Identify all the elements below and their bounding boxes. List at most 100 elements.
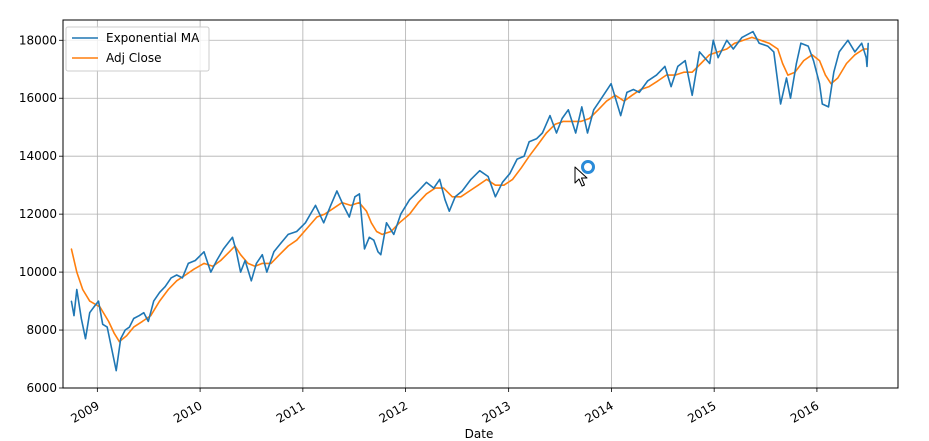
- data-point-exponential-ma-35: [250, 280, 252, 282]
- data-point-exponential-ma-120: [821, 103, 823, 105]
- data-point-exponential-ma-90: [620, 115, 622, 117]
- data-point-adj-close-5: [108, 320, 110, 322]
- data-point-exponential-ma-0: [70, 300, 72, 302]
- data-point-adj-close-27: [278, 254, 281, 256]
- data-point-adj-close-65: [597, 109, 599, 111]
- data-point-exponential-ma-98: [677, 65, 679, 67]
- data-point-adj-close-58: [537, 144, 539, 146]
- data-point-adj-close-93: [824, 74, 827, 76]
- data-point-exponential-ma-50: [354, 196, 356, 198]
- data-point-adj-close-37: [365, 210, 368, 212]
- x-axis-title: Date: [465, 427, 494, 441]
- data-point-adj-close-1: [76, 271, 78, 273]
- data-point-adj-close-23: [247, 262, 249, 264]
- data-point-exponential-ma-64: [439, 178, 441, 180]
- data-point-adj-close-95: [837, 77, 839, 79]
- data-point-exponential-ma-49: [348, 216, 350, 218]
- grid: [63, 20, 898, 388]
- data-point-adj-close-35: [350, 204, 352, 206]
- data-point-exponential-ma-26: [194, 259, 196, 262]
- data-point-exponential-ma-15: [133, 317, 135, 320]
- data-point-exponential-ma-47: [336, 190, 338, 192]
- data-point-exponential-ma-8: [102, 323, 104, 325]
- data-point-exponential-ma-96: [664, 65, 666, 67]
- data-point-exponential-ma-70: [479, 170, 481, 172]
- data-point-exponential-ma-14: [128, 326, 130, 328]
- data-point-exponential-ma-21: [164, 286, 166, 288]
- data-point-exponential-ma-110: [767, 45, 769, 47]
- data-point-exponential-ma-72: [494, 196, 496, 198]
- data-point-adj-close-51: [477, 184, 479, 186]
- data-point-exponential-ma-9: [106, 326, 108, 328]
- data-point-exponential-ma-94: [647, 80, 649, 82]
- data-point-adj-close-92: [818, 60, 821, 62]
- series-line-adj-close: [70, 36, 869, 343]
- data-point-adj-close-96: [845, 62, 848, 65]
- data-point-exponential-ma-86: [586, 132, 589, 134]
- data-point-exponential-ma-128: [866, 65, 868, 67]
- data-point-exponential-ma-61: [417, 190, 419, 192]
- data-point-exponential-ma-62: [425, 181, 427, 183]
- data-point-exponential-ma-99: [684, 60, 686, 62]
- data-point-exponential-ma-20: [159, 291, 161, 293]
- data-point-adj-close-81: [734, 42, 736, 44]
- data-point-adj-close-44: [417, 202, 419, 204]
- data-point-exponential-ma-63: [433, 187, 435, 189]
- data-point-exponential-ma-43: [304, 222, 306, 224]
- y-tick-label-16000: 16000: [19, 91, 57, 105]
- data-point-exponential-ma-41: [287, 233, 289, 235]
- data-point-exponential-ma-59: [400, 213, 402, 215]
- data-point-exponential-ma-102: [709, 62, 711, 65]
- y-tick-label-12000: 12000: [19, 207, 57, 221]
- data-point-adj-close-20: [228, 251, 230, 253]
- data-point-adj-close-79: [717, 51, 719, 53]
- data-point-adj-close-71: [648, 86, 650, 88]
- data-point-exponential-ma-122: [833, 71, 835, 73]
- data-point-exponential-ma-87: [593, 109, 595, 111]
- data-point-adj-close-28: [287, 245, 289, 247]
- data-point-adj-close-2: [82, 288, 84, 291]
- data-point-adj-close-39: [376, 230, 378, 233]
- data-point-adj-close-30: [306, 228, 308, 230]
- data-point-exponential-ma-126: [861, 42, 863, 44]
- data-point-exponential-ma-105: [726, 39, 728, 41]
- data-point-adj-close-69: [631, 94, 633, 96]
- data-point-adj-close-59: [545, 132, 548, 134]
- data-point-adj-close-87: [782, 62, 784, 65]
- loading-ring-icon: [581, 160, 595, 174]
- series-line-exponential-ma: [70, 30, 869, 372]
- data-point-adj-close-61: [562, 120, 565, 122]
- data-point-exponential-ma-5: [89, 312, 91, 314]
- data-point-adj-close-22: [240, 254, 242, 256]
- legend: Exponential MA Adj Close: [65, 26, 210, 72]
- data-point-adj-close-33: [332, 207, 335, 209]
- data-point-adj-close-9: [133, 326, 135, 328]
- data-point-adj-close-45: [425, 193, 427, 195]
- data-point-adj-close-40: [381, 233, 383, 235]
- data-point-exponential-ma-97: [670, 86, 672, 88]
- series-adj-close: [70, 36, 869, 343]
- data-point-exponential-ma-11: [115, 370, 117, 372]
- data-point-exponential-ma-13: [124, 329, 126, 331]
- data-point-exponential-ma-2: [76, 288, 78, 291]
- data-point-exponential-ma-31: [231, 236, 234, 238]
- data-point-adj-close-73: [665, 74, 667, 76]
- data-point-exponential-ma-104: [717, 57, 719, 59]
- data-point-adj-close-85: [768, 42, 770, 44]
- data-point-adj-close-72: [657, 80, 659, 82]
- data-point-adj-close-90: [803, 60, 805, 62]
- data-point-exponential-ma-3: [80, 317, 82, 320]
- legend-box: [65, 26, 210, 72]
- data-point-adj-close-38: [370, 222, 372, 224]
- data-point-adj-close-88: [787, 74, 789, 76]
- data-point-exponential-ma-91: [626, 91, 628, 93]
- data-point-exponential-ma-55: [377, 251, 379, 253]
- data-point-exponential-ma-39: [273, 251, 275, 253]
- data-point-exponential-ma-53: [368, 236, 370, 238]
- data-point-exponential-ma-18: [147, 320, 149, 322]
- data-point-exponential-ma-44: [314, 204, 317, 206]
- data-point-exponential-ma-79: [541, 132, 544, 134]
- data-point-exponential-ma-89: [610, 83, 612, 85]
- data-point-adj-close-76: [691, 71, 693, 73]
